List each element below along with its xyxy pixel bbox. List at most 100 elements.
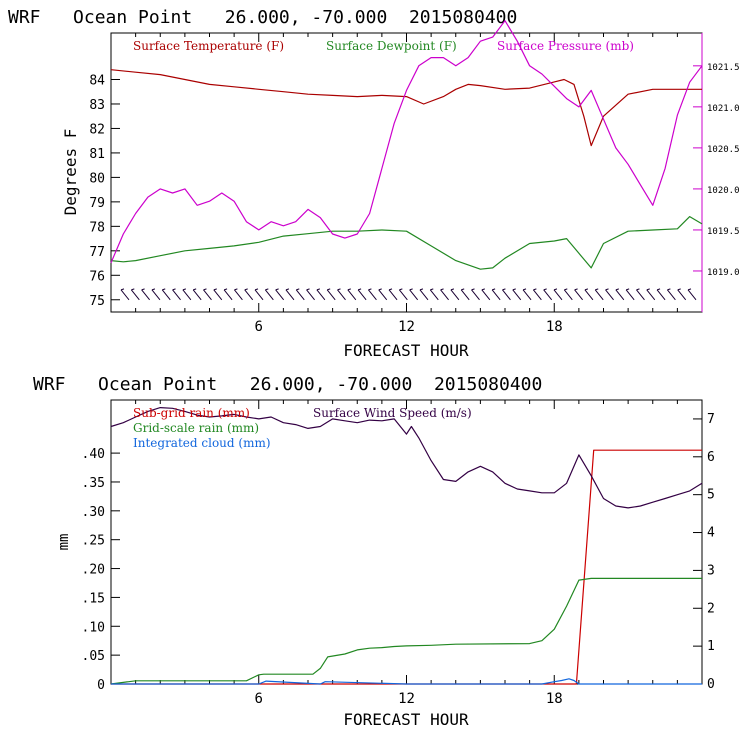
x-tick-label: 12 xyxy=(398,691,415,707)
wind-barb xyxy=(666,288,676,301)
wind-barb xyxy=(326,288,336,301)
legend-gridscale-rain: Grid-scale rain (mm) xyxy=(133,421,259,435)
y2-tick-label: 1020.5 xyxy=(707,145,740,155)
y2-tick-label: 1021.0 xyxy=(707,104,740,114)
y2-tick-label: 0 xyxy=(707,677,715,692)
y-tick-label: .10 xyxy=(82,620,105,635)
temperature-panel: WRF Ocean Point 26.000, -70.000 20150804… xyxy=(8,7,740,360)
legend-wind-speed: Surface Wind Speed (m/s) xyxy=(313,406,472,420)
legend-temperature: Surface Temperature (F) xyxy=(133,39,284,53)
y-tick-label: .20 xyxy=(82,563,105,578)
wind-barb xyxy=(182,288,192,301)
y-tick-label: 76 xyxy=(89,269,105,284)
panel-title: WRF Ocean Point 26.000, -70.000 20150804… xyxy=(8,7,517,28)
y2-tick-label: 1019.0 xyxy=(707,268,740,278)
legend-subgrid-rain: Sub-grid rain (mm) xyxy=(133,406,250,420)
x-tick-labels: 6 12 18 xyxy=(255,691,563,707)
x-tick-label: 12 xyxy=(398,319,415,335)
wind-barb xyxy=(532,288,542,301)
series-line-1 xyxy=(110,216,703,270)
x-axis-label: FORECAST HOUR xyxy=(343,710,469,729)
y2-tick-label: 3 xyxy=(707,563,715,578)
y2-tick-label: 1021.5 xyxy=(707,63,740,73)
wind-barb xyxy=(213,288,223,301)
y-tick-labels: 0 .05 .10 .15 .20 .25 .30 .35 .40 xyxy=(82,447,105,693)
wind-barb xyxy=(419,288,429,301)
y2-tick-label: 2 xyxy=(707,601,715,616)
wind-barb xyxy=(563,288,573,301)
wind-barb xyxy=(141,288,151,301)
tick-layer xyxy=(111,33,702,312)
y-axis-label: mm xyxy=(56,534,72,551)
wind-barb xyxy=(636,288,645,301)
y-axis-label: Degrees F xyxy=(61,129,80,216)
y-tick-label: .25 xyxy=(82,534,105,549)
wind-barb xyxy=(687,288,697,301)
series-line-1 xyxy=(110,577,702,685)
wind-barb xyxy=(450,288,460,301)
x-tick-labels: 6 12 18 xyxy=(255,319,563,335)
y-tick-label: 84 xyxy=(89,74,105,89)
wind-barb xyxy=(625,288,635,301)
wind-barb xyxy=(234,288,243,301)
wind-barb xyxy=(378,288,388,301)
wind-barb xyxy=(172,288,181,301)
wind-barb xyxy=(440,288,449,301)
y-tick-label: .30 xyxy=(82,505,105,520)
wind-barb xyxy=(151,288,161,301)
y-tick-label: 80 xyxy=(89,171,105,186)
y-tick-label: .35 xyxy=(82,476,105,491)
wind-barb xyxy=(316,288,326,301)
series-line-3 xyxy=(110,407,703,509)
wind-barb xyxy=(543,288,553,301)
y-tick-label: 75 xyxy=(89,294,105,309)
wind-barb xyxy=(512,288,522,301)
wind-barb xyxy=(646,288,656,301)
wind-barb xyxy=(615,288,625,301)
panel-title: WRF Ocean Point 26.000, -70.000 20150804… xyxy=(33,374,542,395)
y2-tick-labels: 0 1 2 3 4 5 6 7 xyxy=(707,412,715,692)
y2-tick-label: 7 xyxy=(707,412,715,427)
series-line-0 xyxy=(111,449,702,685)
wind-barb xyxy=(429,288,439,301)
legend: Sub-grid rain (mm) Surface Wind Speed (m… xyxy=(133,406,472,450)
y2-tick-labels: 1019.0 1019.5 1020.0 1020.5 1021.0 1021.5 xyxy=(707,63,740,278)
legend-dewpoint: Surface Dewpoint (F) xyxy=(326,39,457,53)
y2-tick-label: 1019.5 xyxy=(707,227,740,237)
wind-barb xyxy=(130,288,140,301)
wind-barb xyxy=(605,288,614,301)
series-lines xyxy=(110,407,703,685)
y-tick-labels: 75 76 77 78 79 80 81 82 83 84 xyxy=(89,74,105,309)
y-tick-label: 83 xyxy=(89,98,105,113)
wind-barb xyxy=(357,288,367,301)
wind-barb xyxy=(120,288,130,301)
wind-barb xyxy=(285,288,295,301)
plot-frame xyxy=(110,32,703,313)
y2-tick-label: 1 xyxy=(707,639,715,654)
wind-barb xyxy=(522,288,532,301)
series-line-2 xyxy=(110,20,703,264)
x-tick-label: 18 xyxy=(546,319,563,335)
y-tick-label: 82 xyxy=(89,122,105,137)
wind-barb xyxy=(398,288,408,301)
y-tick-label: 77 xyxy=(89,245,105,260)
wind-barb xyxy=(223,288,233,301)
legend-integrated-cloud: Integrated cloud (mm) xyxy=(133,436,271,450)
wind-barbs xyxy=(120,288,697,301)
y2-tick-label: 1020.0 xyxy=(707,186,740,196)
wind-barb xyxy=(203,288,212,301)
wind-barb xyxy=(275,288,285,301)
wind-barb xyxy=(161,288,171,301)
wind-barb xyxy=(656,288,666,301)
wind-barb xyxy=(295,288,305,301)
wind-barb xyxy=(481,288,491,301)
y-tick-label: 81 xyxy=(89,147,105,162)
wind-barb xyxy=(491,288,501,301)
wind-barb xyxy=(254,288,264,301)
wind-barb xyxy=(584,288,594,301)
y-tick-label: .40 xyxy=(82,447,105,462)
y-tick-label: .15 xyxy=(82,591,105,606)
wind-barb xyxy=(244,288,254,301)
